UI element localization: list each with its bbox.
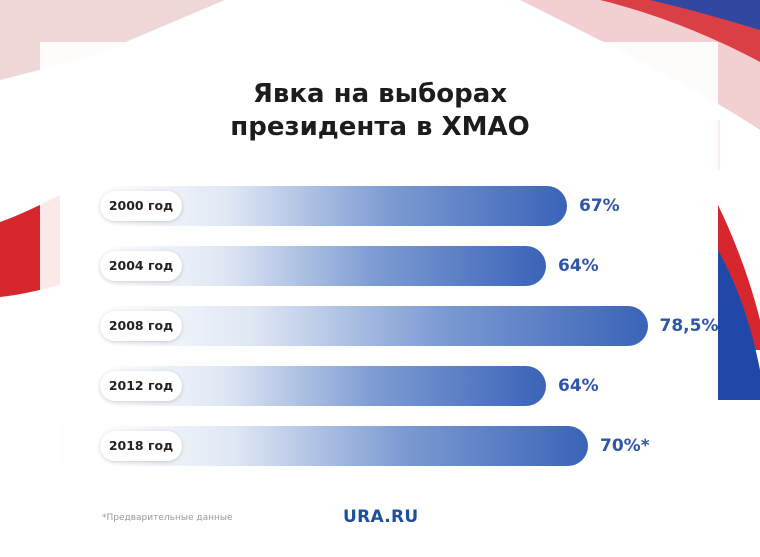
year-label-2: 2004 год xyxy=(100,251,182,281)
value-label-2: 64% xyxy=(558,256,599,276)
chart-card xyxy=(40,42,718,557)
year-label-3: 2008 год xyxy=(100,311,182,341)
value-label-4: 64% xyxy=(558,376,599,396)
year-label-5: 2018 год xyxy=(100,431,182,461)
brand-logo: URA.RU xyxy=(343,507,419,527)
value-label-3: 78,5% xyxy=(659,316,719,336)
footnote: *Предварительные данные xyxy=(102,513,233,523)
title-line-2: президента в ХМАО xyxy=(230,112,530,142)
value-label-1: 67% xyxy=(579,196,620,216)
chart-title: Явка на выборах президента в ХМАО xyxy=(0,78,760,144)
title-line-1: Явка на выборах xyxy=(252,79,508,109)
year-label-1: 2000 год xyxy=(100,191,182,221)
bar-3 xyxy=(98,306,648,346)
value-label-5: 70%* xyxy=(600,436,650,456)
year-label-4: 2012 год xyxy=(100,371,182,401)
